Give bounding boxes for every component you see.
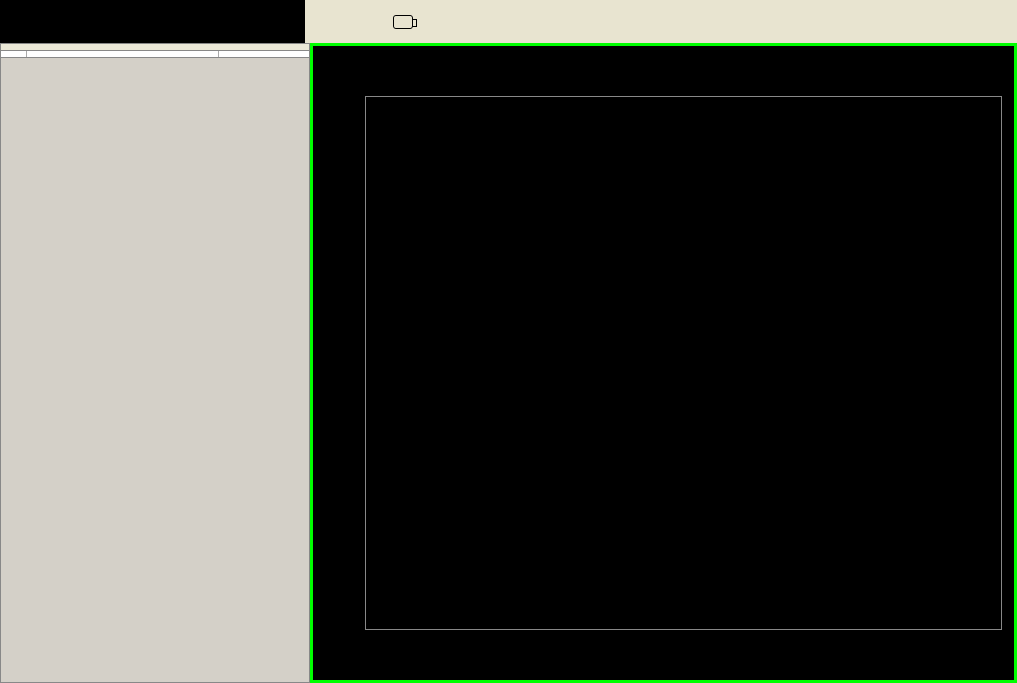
dbm-header (219, 51, 309, 57)
peak-table-rows (1, 58, 309, 682)
peak-table-title (1, 44, 309, 51)
freq-header (26, 51, 219, 57)
top-bar (0, 0, 1017, 43)
usb-icon (393, 15, 413, 29)
top-info (305, 0, 912, 43)
peak-table-panel (0, 43, 310, 683)
trace-status (912, 0, 1017, 43)
spectrum-trace (366, 97, 1001, 629)
bottom-info (323, 674, 1004, 676)
marker-title (0, 0, 305, 43)
peak-table-header (1, 51, 309, 58)
spectrum-display[interactable] (310, 43, 1017, 683)
plot-area[interactable] (365, 96, 1002, 630)
